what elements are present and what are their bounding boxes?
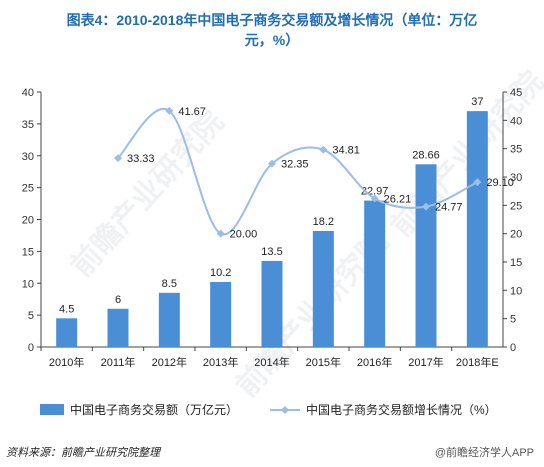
bar-value-label: 13.5 [261, 246, 282, 258]
y-left-tick-label: 15 [22, 246, 34, 258]
growth-point [422, 202, 430, 211]
growth-value-label: 29.10 [486, 177, 514, 189]
growth-point [114, 154, 122, 163]
growth-value-label: 41.67 [178, 106, 206, 118]
x-tick-label: 2011年 [101, 355, 136, 369]
x-tick-label: 2012年 [152, 355, 187, 369]
chart-title-line-1: 图表4：2010-2018年中国电子商务交易额及增长情况（单位：万亿 [66, 12, 478, 28]
chart-title-line-2: 元，%） [244, 32, 300, 48]
bar-value-label: 37 [471, 96, 483, 108]
bar [210, 281, 232, 347]
legend-bar-label: 中国电子商务交易额（万亿元） [70, 402, 238, 417]
legend-bar-swatch [40, 404, 64, 415]
y-left-tick-label: 35 [22, 119, 34, 131]
y-left-tick-label: 5 [28, 310, 34, 322]
growth-value-label: 24.77 [435, 202, 463, 214]
growth-value-label: 32.35 [281, 159, 309, 171]
bar-value-label: 4.5 [59, 303, 74, 315]
growth-point [165, 106, 174, 115]
source-note: 资料来源：前瞻产业研究院整理 [6, 447, 160, 459]
y-left-tick-label: 10 [22, 278, 34, 290]
growth-value-label: 34.81 [332, 145, 360, 157]
bar-value-label: 28.66 [412, 149, 440, 161]
growth-point [268, 159, 276, 168]
growth-point [473, 178, 482, 187]
y-right-tick-label: 30 [510, 172, 522, 184]
y-right-tick-label: 40 [510, 115, 522, 127]
bar [107, 308, 129, 347]
x-tick-label: 2017年 [408, 355, 443, 369]
x-tick-label: 2010年 [49, 355, 84, 369]
y-right-tick-label: 15 [510, 257, 522, 269]
y-left-tick-label: 0 [28, 342, 34, 354]
legend-line-label: 中国电子商务交易额增长情况（%） [306, 402, 497, 417]
y-right-tick-label: 45 [510, 87, 522, 99]
bar [466, 111, 488, 347]
y-right-tick-label: 0 [510, 342, 516, 354]
bar [56, 318, 78, 347]
y-left-tick-label: 30 [22, 151, 34, 163]
x-tick-label: 2015年 [306, 355, 341, 369]
bar-value-label: 10.2 [210, 267, 231, 279]
y-right-tick-label: 10 [510, 285, 522, 297]
y-right-tick-label: 5 [510, 314, 516, 326]
x-tick-label: 2016年 [357, 355, 392, 369]
bar-value-label: 18.2 [313, 216, 334, 228]
x-tick-label: 2014年 [254, 355, 289, 369]
bar [158, 292, 180, 347]
bar [261, 260, 283, 347]
bar-value-label: 8.5 [162, 278, 177, 290]
growth-point [370, 194, 379, 203]
bar [364, 200, 386, 347]
growth-value-label: 26.21 [384, 193, 412, 205]
growth-point [216, 229, 225, 238]
growth-value-label: 20.00 [230, 229, 258, 241]
x-tick-label: 2013年 [203, 355, 238, 369]
legend-line-marker [281, 406, 289, 414]
bar [415, 164, 437, 347]
y-right-tick-label: 25 [510, 200, 522, 212]
bar-value-label: 6 [115, 294, 121, 306]
y-left-tick-label: 20 [22, 215, 34, 227]
bar [312, 230, 334, 347]
y-right-tick-label: 20 [510, 229, 522, 241]
brand-credit: @前瞻经济学人APP [434, 447, 534, 459]
growth-value-label: 33.33 [127, 153, 155, 165]
y-right-tick-label: 35 [510, 144, 522, 156]
chart-title: 图表4：2010-2018年中国电子商务交易额及增长情况（单位：万亿 元，%） [0, 10, 544, 50]
y-left-tick-label: 25 [22, 183, 34, 195]
chart: 0 5 10 15 20 25 30 35 40 0 5 10 15 20 25 30 35 40 45 4.5 6 8.… [22, 87, 523, 417]
x-tick-label: 2018年E [456, 355, 499, 369]
y-left-tick-label: 40 [22, 87, 34, 99]
growth-point [319, 145, 328, 154]
